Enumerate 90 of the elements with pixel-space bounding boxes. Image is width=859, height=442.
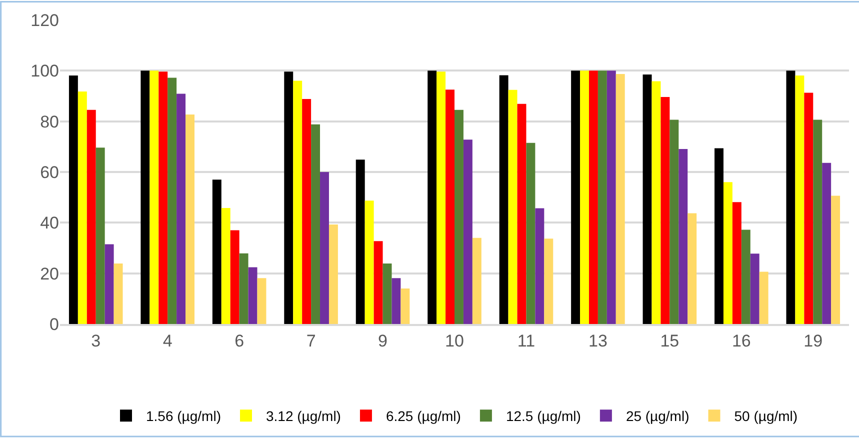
bar bbox=[382, 263, 392, 324]
legend-label: 12.5 (µg/ml) bbox=[506, 408, 581, 424]
bar bbox=[150, 70, 159, 324]
bar bbox=[580, 70, 589, 324]
bar bbox=[436, 72, 446, 324]
x-tick-label: 11 bbox=[517, 331, 536, 350]
bar bbox=[508, 90, 518, 324]
bar bbox=[463, 140, 472, 324]
y-tick-label: 0 bbox=[50, 314, 59, 334]
bar bbox=[374, 241, 383, 324]
bar bbox=[535, 208, 544, 324]
legend-label: 25 (µg/ml) bbox=[626, 408, 690, 424]
bar bbox=[158, 72, 168, 324]
x-tick-label: 13 bbox=[588, 331, 608, 350]
x-tick-label: 15 bbox=[660, 331, 680, 350]
bar bbox=[446, 90, 454, 324]
bar bbox=[831, 196, 840, 324]
y-tick-label: 60 bbox=[40, 162, 59, 182]
bar bbox=[320, 172, 329, 324]
bar bbox=[114, 263, 123, 324]
x-tick-label: 7 bbox=[306, 331, 316, 350]
bar bbox=[78, 91, 87, 324]
bar bbox=[400, 288, 410, 324]
bar bbox=[588, 70, 598, 324]
bar bbox=[571, 70, 580, 324]
bar bbox=[652, 81, 661, 324]
bar bbox=[723, 182, 732, 324]
y-tick-label: 40 bbox=[40, 214, 59, 233]
bar bbox=[750, 254, 760, 324]
bar bbox=[284, 72, 294, 324]
bar bbox=[302, 99, 312, 324]
legend-label: 1.56 (µg/ml) bbox=[146, 408, 221, 424]
x-tick-label: 19 bbox=[804, 331, 823, 350]
bar bbox=[168, 78, 177, 324]
legend-label: 50 (µg/ml) bbox=[734, 408, 798, 424]
x-tick-label: 3 bbox=[91, 331, 101, 350]
legend-label: 3.12 (µg/ml) bbox=[266, 408, 341, 424]
bar bbox=[392, 278, 401, 324]
y-tick-label: 100 bbox=[30, 62, 59, 81]
bar bbox=[544, 238, 554, 324]
bar bbox=[454, 110, 464, 324]
bar bbox=[239, 253, 248, 324]
bar bbox=[230, 230, 240, 324]
bar bbox=[598, 70, 607, 324]
y-tick-label: 20 bbox=[40, 264, 59, 284]
bar bbox=[660, 97, 670, 324]
x-tick-label: 6 bbox=[234, 331, 244, 350]
bar bbox=[356, 160, 365, 324]
bar bbox=[786, 70, 796, 324]
bar bbox=[741, 230, 750, 324]
legend-label: 6.25 (µg/ml) bbox=[386, 408, 461, 424]
bar bbox=[68, 75, 78, 324]
bar bbox=[616, 74, 625, 324]
x-tick-label: 10 bbox=[445, 331, 464, 350]
bar bbox=[499, 75, 508, 324]
x-tick-label: 4 bbox=[162, 331, 172, 350]
bar bbox=[293, 80, 302, 324]
bar bbox=[606, 70, 616, 324]
bar bbox=[526, 142, 536, 324]
bar bbox=[759, 272, 768, 324]
bar bbox=[670, 120, 679, 324]
bar bbox=[688, 213, 697, 324]
bar bbox=[86, 110, 96, 324]
bar bbox=[472, 238, 482, 324]
bar bbox=[517, 104, 526, 324]
y-tick-label: 80 bbox=[40, 112, 59, 132]
bar bbox=[822, 162, 832, 324]
bar bbox=[186, 114, 194, 324]
bar bbox=[732, 202, 742, 324]
bar bbox=[311, 124, 320, 324]
bar bbox=[212, 180, 222, 324]
bar bbox=[221, 208, 230, 324]
bar bbox=[428, 70, 437, 324]
bar bbox=[248, 267, 258, 324]
x-tick-label: 9 bbox=[378, 331, 388, 350]
y-tick-label: 120 bbox=[30, 10, 59, 30]
bar bbox=[328, 224, 338, 324]
bar bbox=[795, 75, 804, 324]
bar bbox=[104, 244, 114, 324]
bar bbox=[176, 94, 186, 324]
bar bbox=[642, 74, 652, 324]
bar bbox=[813, 120, 822, 324]
bar bbox=[678, 148, 688, 324]
bar bbox=[140, 70, 150, 324]
bar bbox=[96, 148, 105, 324]
bar bbox=[364, 200, 374, 324]
bar bbox=[804, 92, 814, 324]
bar bbox=[257, 278, 266, 324]
x-tick-label: 16 bbox=[732, 331, 751, 350]
bar bbox=[714, 148, 724, 324]
